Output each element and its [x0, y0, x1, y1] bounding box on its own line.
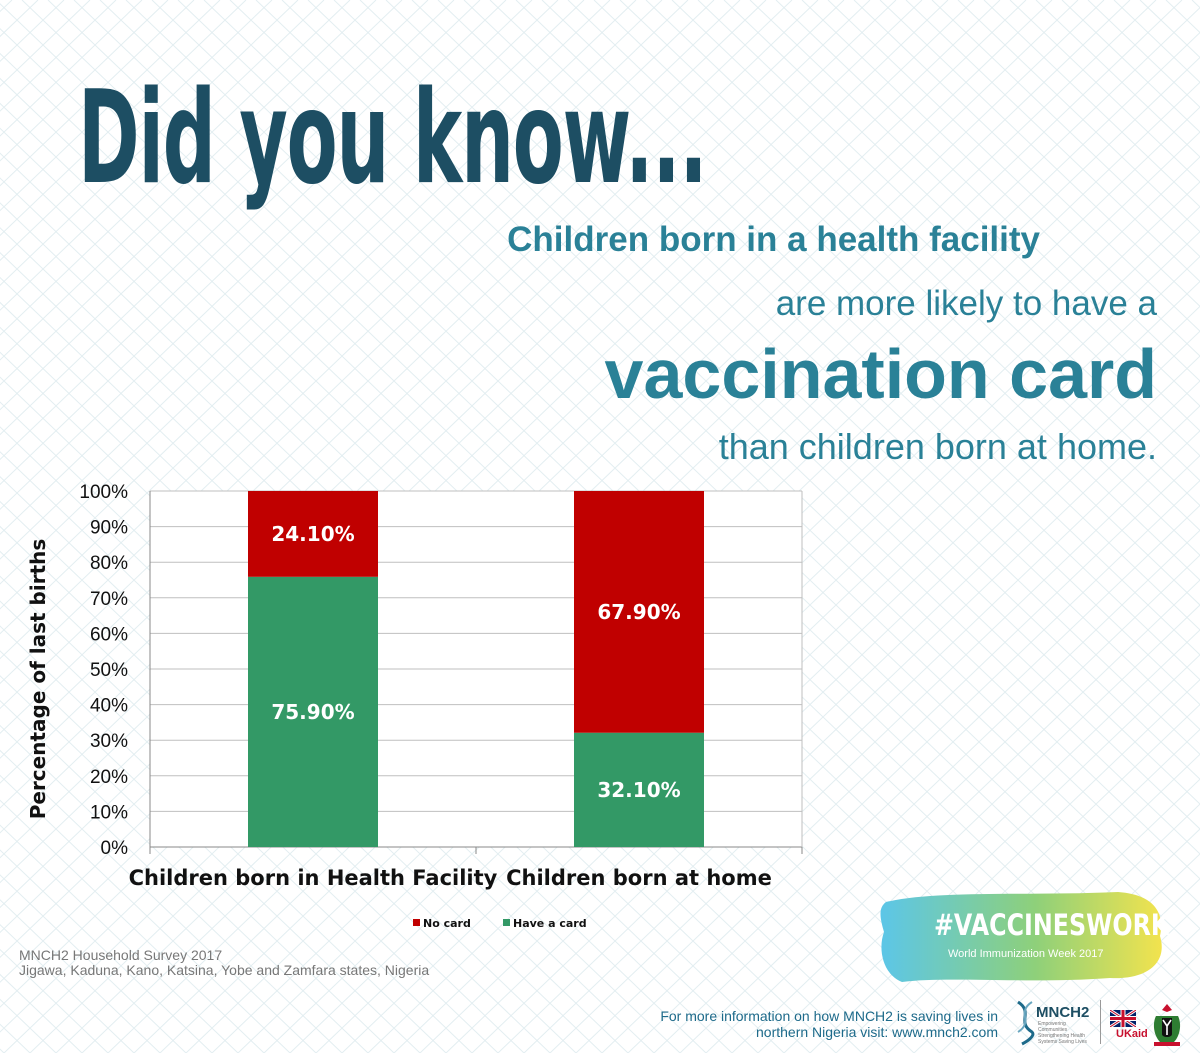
y-tick-label: 60%: [90, 624, 128, 645]
legend-label: No card: [423, 917, 471, 930]
tagline-line-3: vaccination card: [604, 335, 1157, 413]
category-label: Children born in Health Facility: [129, 866, 498, 890]
mnch2-logo-text: MNCH2: [1036, 1004, 1090, 1021]
footer-info: For more information on how MNCH2 is sav…: [660, 1008, 998, 1040]
y-tick-label: 70%: [90, 589, 128, 610]
y-tick-label: 90%: [90, 518, 128, 539]
tagline-line-2: are more likely to have a: [775, 284, 1157, 323]
data-label: 32.10%: [597, 778, 680, 802]
data-label: 67.90%: [597, 600, 680, 624]
tagline-line-1: Children born in a health facility: [507, 220, 1040, 259]
y-tick-label: 10%: [90, 802, 128, 823]
footer-line-1: For more information on how MNCH2 is sav…: [660, 1008, 998, 1024]
mnch2-helix-icon: [1017, 1000, 1035, 1046]
vaccineswork-badge: #VACCINESWORK World Immunization Week 20…: [878, 888, 1170, 984]
bar-have-a-card: [574, 732, 704, 847]
coat-of-arms-icon: [1153, 1004, 1181, 1046]
y-tick-label: 40%: [90, 696, 128, 717]
category-label: Children born at home: [506, 866, 772, 890]
bar-no-card: [248, 491, 378, 577]
y-tick-label: 100%: [79, 482, 128, 503]
campaign-hashtag: #VACCINESWORK: [934, 908, 1170, 942]
y-tick-label: 20%: [90, 767, 128, 788]
uk-flag-icon: [1110, 1010, 1136, 1027]
y-tick-label: 0%: [101, 838, 129, 859]
source-line-1: MNCH2 Household Survey 2017: [19, 947, 223, 963]
tagline-line-4: than children born at home.: [718, 426, 1157, 467]
y-tick-label: 50%: [90, 660, 128, 681]
footer-line-2: northern Nigeria visit: www.mnch2.com: [756, 1024, 998, 1040]
campaign-subtitle: World Immunization Week 2017: [948, 948, 1104, 960]
bar-have-a-card: [248, 576, 378, 847]
y-axis-title: Percentage of last births: [26, 539, 50, 820]
legend-swatch: [503, 919, 510, 926]
y-tick-label: 30%: [90, 731, 128, 752]
y-tick-label: 80%: [90, 553, 128, 574]
bar-no-card: [574, 491, 704, 733]
headline: Did you know...: [78, 64, 708, 213]
ukaid-logo-text: UKaid: [1116, 1028, 1148, 1040]
data-label: 24.10%: [271, 522, 354, 546]
legend-label: Have a card: [513, 917, 587, 930]
logo-divider: [1100, 1000, 1101, 1044]
source-line-2: Jigawa, Kaduna, Kano, Katsina, Yobe and …: [19, 962, 430, 978]
legend-swatch: [413, 919, 420, 926]
watercolor-splash: [880, 892, 1162, 982]
data-label: 75.90%: [271, 700, 354, 724]
stacked-bar-chart: 0% 10% 20% 30% 40% 50% 60% 70% 80% 90% 100% 75.90% 2…: [26, 482, 803, 930]
mnch2-logo-tagline: Empowering Communities Strengthening Hea…: [1038, 1021, 1087, 1045]
